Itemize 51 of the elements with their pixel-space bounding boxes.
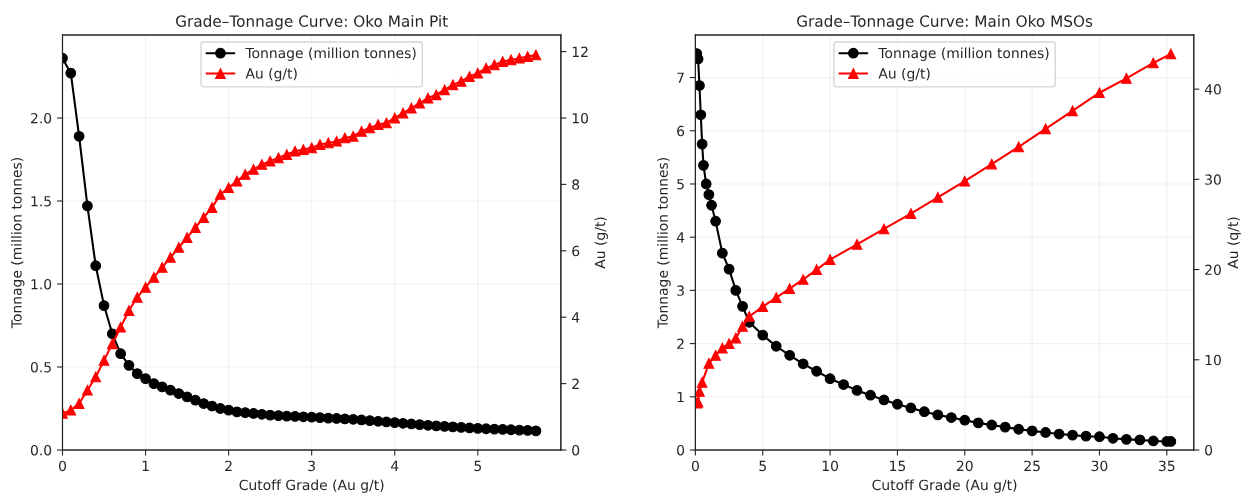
legend-label: Tonnage (million tonnes) bbox=[245, 47, 416, 61]
x-axis-title: Cutoff Grade (Au g/t) bbox=[239, 479, 384, 493]
x-tick-label: 20 bbox=[956, 460, 973, 472]
chart-title: Grade–Tonnage Curve: Main Oko MSOs bbox=[797, 15, 1093, 30]
x-tick-label: 4 bbox=[390, 460, 399, 471]
y2-tick-label: 0 bbox=[572, 444, 580, 456]
y-axis-title: Tonnage (million tonnes) bbox=[657, 158, 671, 329]
y2-tick-label: 4 bbox=[571, 312, 580, 323]
y-tick-label: 4 bbox=[676, 232, 685, 243]
x-tick-label: 5 bbox=[474, 460, 481, 472]
x-tick-label: 35 bbox=[1159, 460, 1175, 472]
x-axis-title: Cutoff Grade (Au g/t) bbox=[872, 479, 1017, 493]
y2-axis-title: Au (g/t) bbox=[594, 217, 608, 269]
x-tick-label: 10 bbox=[822, 460, 838, 472]
y2-tick-label: 10 bbox=[1205, 354, 1221, 366]
y-tick-label: 1.5 bbox=[31, 196, 51, 207]
y-tick-label: 1.0 bbox=[31, 278, 52, 290]
y2-tick-label: 40 bbox=[1204, 84, 1221, 95]
y2-axis-title: Au (q/t) bbox=[1227, 217, 1241, 269]
y2-tick-label: 2 bbox=[572, 378, 579, 389]
y2-tick-label: 0 bbox=[1205, 444, 1213, 456]
y-tick-label: 6 bbox=[677, 125, 685, 137]
legend-label: Au (g/t) bbox=[878, 67, 930, 82]
y-tick-label: 2.0 bbox=[31, 112, 52, 124]
y-tick-label: 1 bbox=[677, 391, 684, 403]
x-tick-label: 1 bbox=[142, 460, 149, 471]
y2-tick-label: 30 bbox=[1205, 174, 1221, 185]
legend-label: Au (g/t) bbox=[245, 67, 297, 82]
x-tick-label: 5 bbox=[759, 460, 766, 472]
chart-title: Grade–Tonnage Curve: Oko Main Pit bbox=[176, 15, 448, 30]
y-tick-label: 2 bbox=[677, 338, 684, 349]
y2-tick-label: 20 bbox=[1205, 264, 1221, 276]
y2-tick-label: 6 bbox=[572, 245, 580, 257]
y-tick-label: 3 bbox=[677, 285, 684, 296]
y-tick-label: 0 bbox=[677, 444, 685, 456]
x-tick-label: 30 bbox=[1091, 460, 1108, 472]
legend-label: Tonnage (million tonnes) bbox=[878, 47, 1049, 61]
y2-tick-label: 10 bbox=[572, 112, 589, 124]
x-tick-label: 15 bbox=[890, 460, 906, 472]
y-tick-label: 7 bbox=[677, 72, 684, 83]
y2-tick-label: 12 bbox=[572, 46, 588, 57]
y-axis-title: Tonnage (million tonnes) bbox=[11, 158, 25, 329]
y-tick-label: 0.0 bbox=[30, 444, 52, 456]
y2-tick-label: 8 bbox=[572, 179, 580, 190]
x-tick-label: 0 bbox=[691, 460, 699, 472]
x-tick-label: 2 bbox=[225, 460, 232, 471]
y-tick-label: 5 bbox=[677, 179, 684, 190]
x-tick-label: 0 bbox=[59, 460, 66, 472]
y-tick-label: 0.5 bbox=[30, 361, 51, 373]
x-tick-label: 25 bbox=[1024, 460, 1040, 472]
x-tick-label: 3 bbox=[308, 460, 315, 472]
